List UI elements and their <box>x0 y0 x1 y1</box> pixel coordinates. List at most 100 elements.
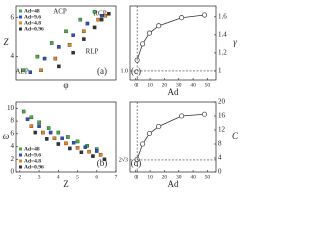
x-tick-label: 0 <box>134 82 137 88</box>
marker <box>91 154 95 158</box>
marker <box>28 70 33 74</box>
y-axis-label: Z <box>3 37 9 47</box>
panel-label: (a) <box>97 66 107 76</box>
marker <box>33 130 37 135</box>
legend-label: Ad=9.6 <box>24 152 41 158</box>
y-tick-label: 10 <box>7 104 15 112</box>
plot-frame <box>15 5 117 81</box>
marker <box>78 17 83 22</box>
marker <box>71 50 75 55</box>
y-tick-label: 0 <box>11 168 15 176</box>
x-axis-label: φ <box>63 80 68 90</box>
marker <box>21 109 26 114</box>
marker <box>140 141 146 147</box>
x-tick-label: 20 <box>162 174 168 180</box>
y-tick-label: 16 <box>218 112 226 120</box>
legend-marker <box>19 27 22 31</box>
annotation: 1.0 <box>121 68 129 74</box>
marker <box>103 13 108 18</box>
fit-line <box>136 113 205 160</box>
figure: 46φZ(a)ACPRCPRLPALPAd=48Ad=9.6Ad=4.8Ad=0… <box>3 5 239 189</box>
marker <box>140 41 146 47</box>
marker <box>52 136 57 141</box>
marker <box>95 149 99 153</box>
y-tick-label: 8 <box>11 117 15 125</box>
legend-label: Ad=48 <box>24 8 40 14</box>
marker <box>39 68 43 73</box>
plot-frame <box>129 5 217 81</box>
y-tick-label: 6 <box>11 129 15 137</box>
marker <box>29 115 34 120</box>
legend-marker <box>19 15 22 19</box>
x-axis-label: Ad <box>168 179 179 189</box>
marker <box>60 136 64 141</box>
marker <box>45 137 49 141</box>
x-tick-label: 30 <box>176 174 182 180</box>
marker <box>201 111 208 117</box>
legend-label: Ad=0.96 <box>24 26 44 32</box>
marker <box>83 145 87 149</box>
y-tick-label: 1.6 <box>218 12 227 20</box>
marker <box>37 124 41 128</box>
legend-marker <box>19 159 22 163</box>
marker <box>92 25 97 30</box>
y-tick-label: 6 <box>11 13 15 21</box>
legend-marker <box>19 9 22 13</box>
x-tick-label: 50 <box>205 174 211 180</box>
marker <box>92 10 97 14</box>
x-tick-label: 2 <box>18 174 21 180</box>
marker <box>146 130 153 137</box>
marker <box>96 17 100 22</box>
plot-frame <box>15 101 117 173</box>
panel-label: (b) <box>97 158 108 168</box>
marker <box>102 157 107 162</box>
y-tick-label: 1.4 <box>218 30 227 38</box>
marker <box>66 135 70 139</box>
marker <box>57 64 61 69</box>
marker <box>179 113 185 119</box>
y-tick-label: 2 <box>11 155 15 163</box>
y-tick-label: 4 <box>11 52 15 60</box>
marker <box>99 17 104 22</box>
marker <box>46 126 51 130</box>
annotation: RLP <box>86 48 99 56</box>
panel-label: (d) <box>131 158 142 168</box>
marker <box>25 117 30 121</box>
marker <box>146 30 153 36</box>
marker <box>75 146 80 150</box>
x-tick-label: 50 <box>205 82 211 88</box>
y-tick-label: 4 <box>11 142 15 150</box>
x-tick-label: 4 <box>57 174 60 180</box>
legend-label: Ad=0.96 <box>24 164 44 170</box>
x-axis-label: Z <box>63 179 69 189</box>
marker <box>21 68 25 73</box>
marker <box>42 56 47 61</box>
legend-marker <box>19 147 22 151</box>
annotation: 2√3 <box>119 156 128 163</box>
marker <box>68 146 72 151</box>
x-tick-label: 20 <box>162 82 168 88</box>
x-tick-label: 3 <box>38 174 41 180</box>
y-tick-label: 0 <box>218 168 222 176</box>
marker <box>29 124 34 128</box>
y-tick-label: 1.2 <box>218 49 227 57</box>
x-axis-label: Ad <box>168 87 179 97</box>
panel-label: (c) <box>131 66 141 76</box>
marker <box>56 130 61 135</box>
x-tick-label: 0 <box>134 174 137 180</box>
marker <box>71 140 76 145</box>
legend-label: Ad=9.6 <box>24 14 41 20</box>
marker <box>37 120 41 125</box>
marker <box>99 13 104 18</box>
marker <box>75 139 80 144</box>
marker <box>156 123 162 130</box>
annotation: ACP <box>53 8 67 16</box>
marker <box>57 45 61 49</box>
marker <box>53 56 58 61</box>
y-axis-label: γ <box>233 37 237 47</box>
marker <box>41 130 45 135</box>
x-tick-label: 5 <box>76 174 79 180</box>
marker <box>82 29 86 34</box>
y-axis-label: ω <box>3 131 9 141</box>
legend-label: Ad=4.8 <box>24 20 41 26</box>
